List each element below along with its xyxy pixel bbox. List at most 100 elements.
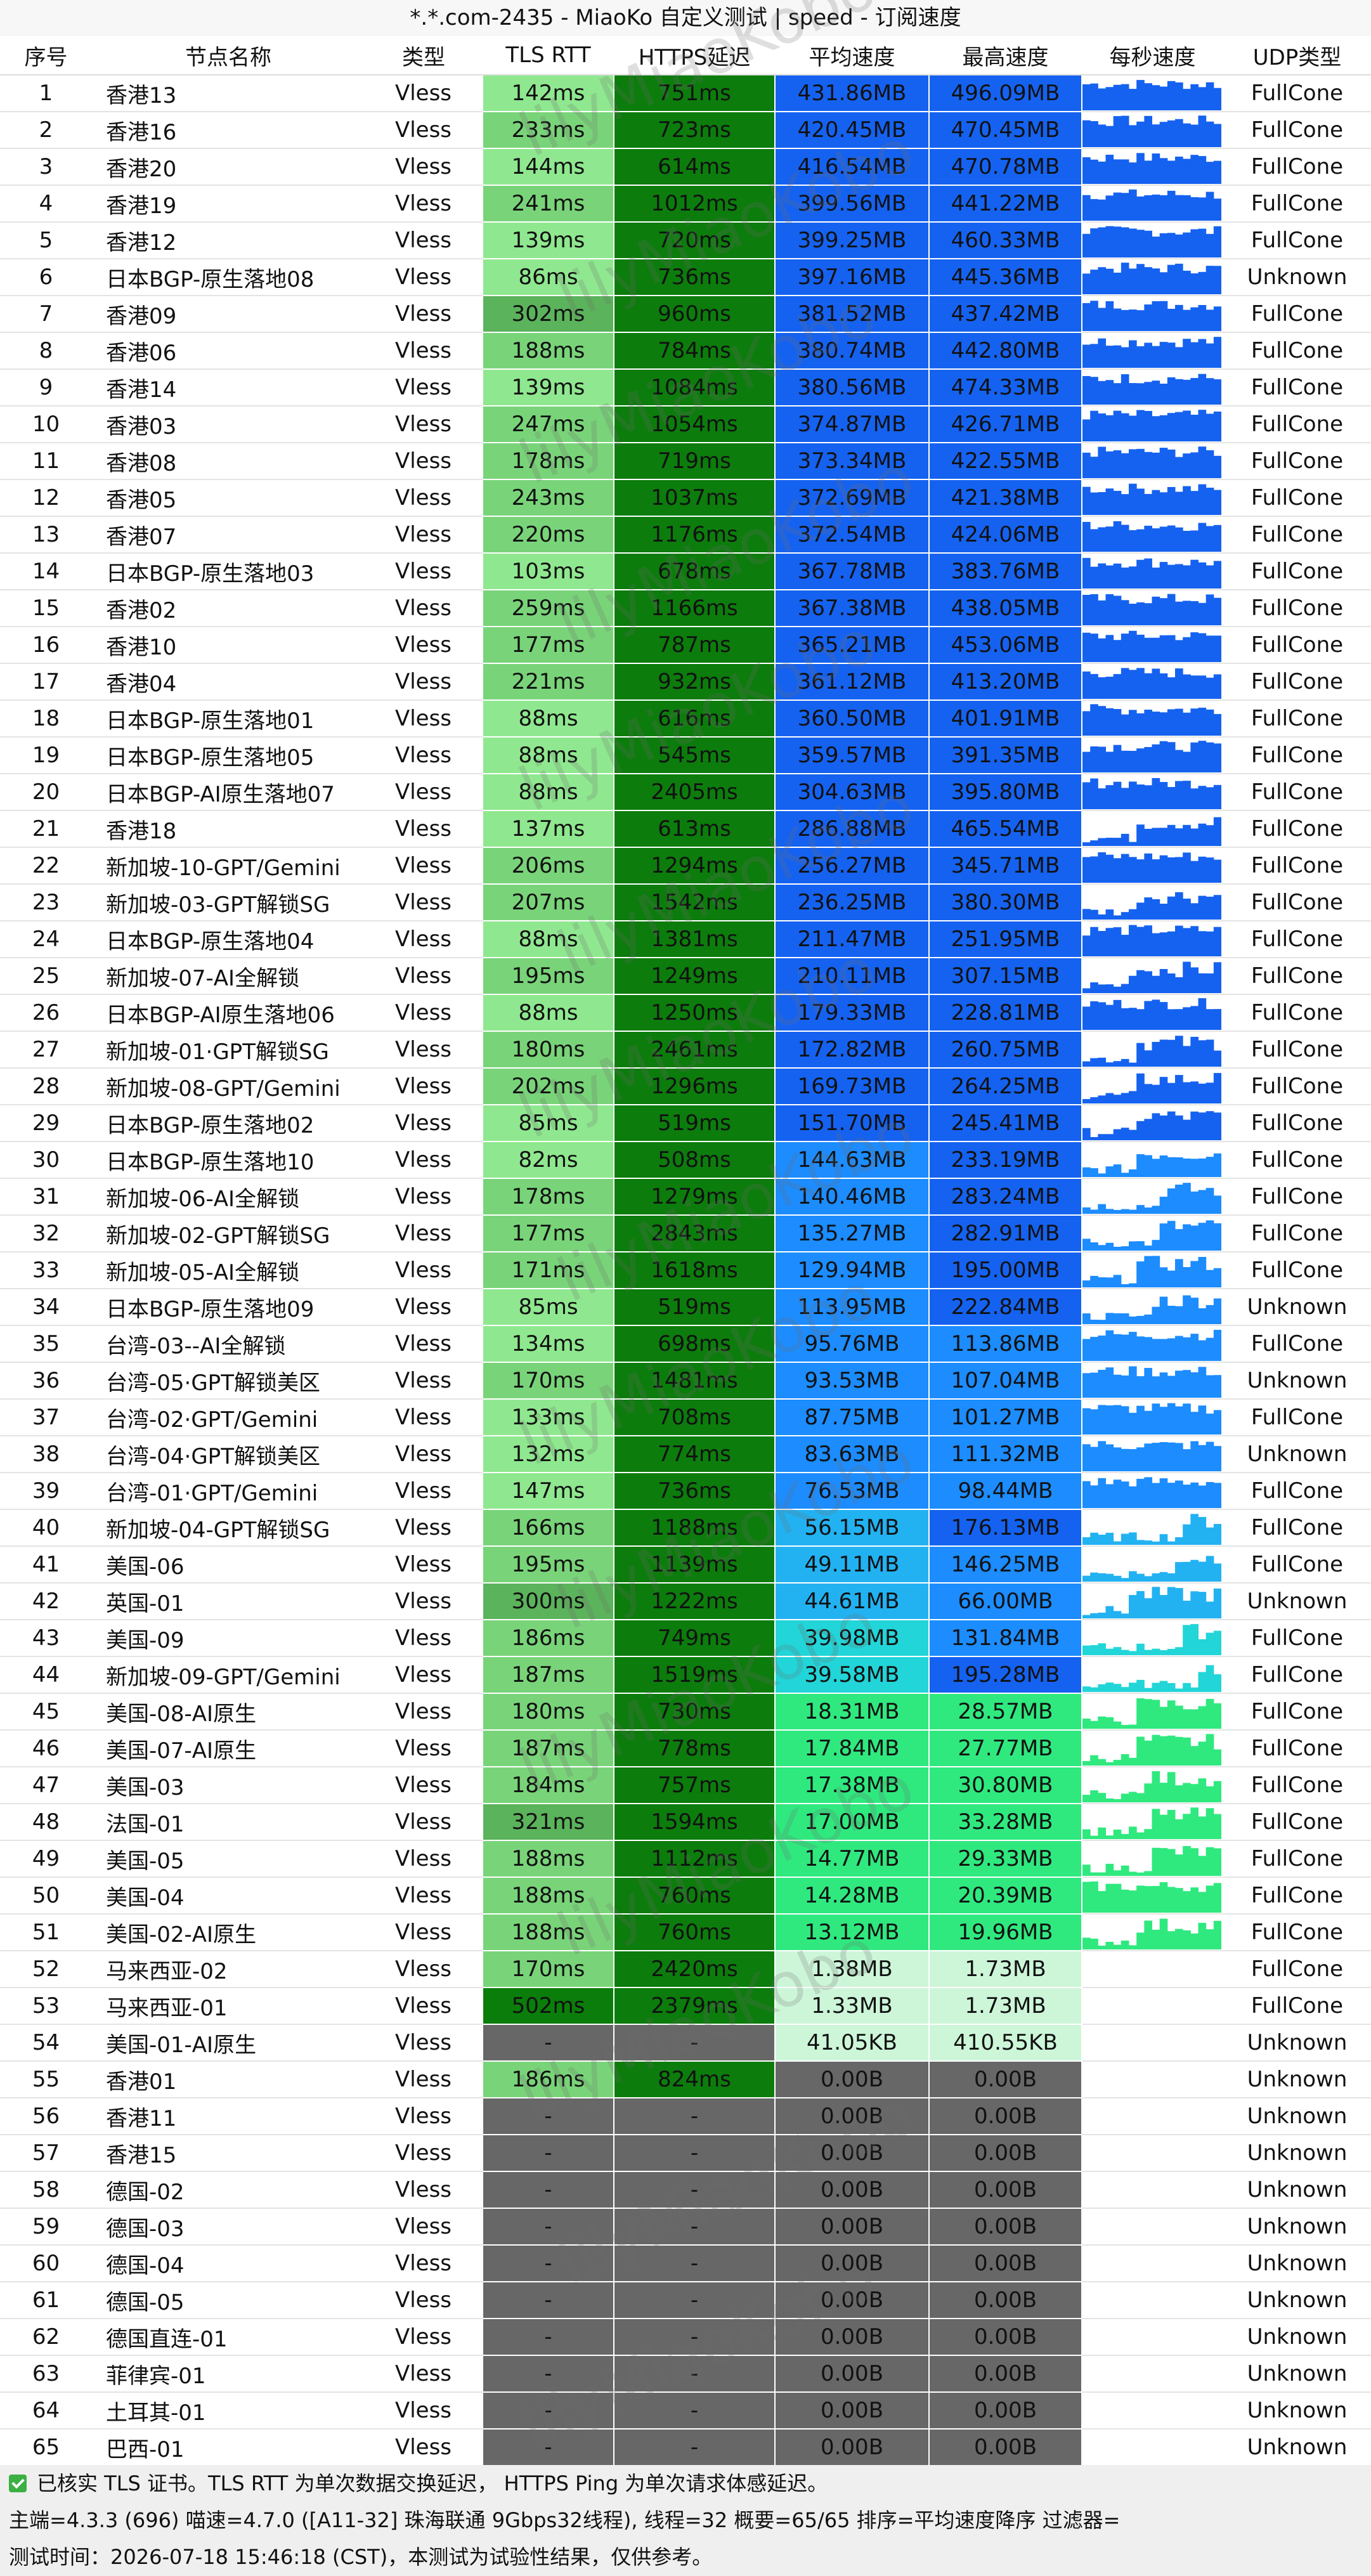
sparkline-bar [1090,1881,1098,1913]
row-number: 61 [0,2282,92,2319]
sparkline-bar [1152,828,1160,846]
sparkline-bar [1144,1699,1152,1729]
sparkline-bar [1113,745,1122,772]
sparkline-bar [1152,1682,1160,1692]
https-latency: 932ms [613,663,776,701]
avg-speed: 381.52MB [774,295,930,333]
sparkline-bar [1090,457,1098,478]
sparkline-bar [1113,781,1122,809]
sparkline-bar [1105,1717,1114,1729]
sparkline-bar [1098,563,1106,589]
sparkline [1082,1807,1221,1839]
sparkline-bar [1113,1480,1122,1508]
sparkline-bar [1175,263,1183,294]
sparkline [1082,301,1221,331]
sparkline-bar [1213,1268,1221,1287]
node-name: 香港09 [92,296,365,333]
https-latency: 2405ms [613,773,776,811]
sparkline-bar [1144,673,1152,699]
table-row: 48 法国-01 Vless 321ms 1594ms 17.00MB 33.28MB Ful… [0,1803,1371,1841]
sparkline-bar [1198,1639,1207,1655]
sparkline-bar [1152,452,1160,478]
sparkline-bar [1175,1157,1183,1177]
sparkline-bar [1144,558,1152,589]
sparkline-bar [1152,528,1160,552]
avg-speed: 373.34MB [774,442,930,480]
node-name: 美国-06 [92,1546,365,1584]
sparkline-bar [1198,228,1207,257]
node-name: 新加坡-04-GPT解锁SG [92,1509,365,1547]
sparkline-bar [1190,903,1199,920]
sparkline-bar [1136,927,1145,956]
sparkline-bar [1121,1613,1129,1618]
sparkline-bar [1090,159,1098,184]
sparkline-bar [1198,1405,1207,1434]
sparkline-cell [1082,1068,1223,1105]
sparkline-bar [1159,122,1168,147]
sparkline-bar [1190,124,1199,147]
sparkline-bar [1090,120,1098,147]
node-name: 香港03 [92,406,365,443]
sparkline-bar [1213,1153,1221,1177]
tls-rtt: 188ms [482,332,614,370]
node-type: Vless [365,75,483,112]
node-type: Vless [365,1656,483,1694]
max-speed: 29.33MB [928,1840,1082,1878]
sparkline-bar [1183,1930,1191,1949]
sparkline-bar [1159,673,1168,699]
sparkline-bar [1183,781,1191,809]
sparkline-bar [1113,838,1122,846]
sparkline-bar [1136,410,1145,441]
sparkline-bar [1144,115,1152,147]
node-type: Vless [365,590,483,627]
sparkline-bar [1105,1863,1114,1876]
sparkline-bar [1121,1173,1129,1177]
sparkline-bar [1198,675,1207,699]
sparkline-bar [1121,374,1129,405]
sparkline-bar [1175,1370,1183,1398]
sparkline-bar [1213,962,1221,993]
sparkline-bar [1198,523,1207,552]
sparkline-bar [1090,1447,1098,1471]
sparkline-bar [1205,343,1214,368]
sparkline-bar [1175,1705,1183,1729]
sparkline-bar [1183,453,1191,478]
sparkline-cell [1082,2355,1223,2393]
sparkline-bar [1159,1267,1168,1287]
max-speed: 0.00B [928,2428,1082,2466]
sparkline-bar [1159,301,1168,331]
node-name: 香港12 [92,222,365,259]
sparkline-bar [1183,486,1191,515]
tls-rtt: - [482,2097,614,2135]
sparkline-bar [1113,308,1122,331]
node-type: Vless [365,1767,483,1804]
column-header: 每秒速度 [1082,36,1223,75]
sparkline-bar [1205,1270,1214,1287]
sparkline-bar [1213,635,1221,662]
sparkline-bar [1205,1039,1214,1067]
sparkline-bar [1175,1480,1183,1508]
max-speed: 98.44MB [928,1472,1082,1510]
sparkline-bar [1121,935,1129,956]
sparkline-bar [1121,668,1129,699]
sparkline-bar [1205,1929,1214,1949]
row-number: 39 [0,1473,92,1510]
table-row: 7 香港09 Vless 302ms 960ms 381.52MB 437.42MB Full… [0,295,1371,333]
sparkline-bar [1098,706,1106,736]
avg-speed: 13.12MB [774,1913,930,1951]
avg-speed: 0.00B [774,2097,930,2135]
sparkline-bar [1159,1077,1168,1103]
sparkline-bar [1136,488,1145,515]
sparkline-bar [1167,1083,1176,1103]
sparkline-bar [1205,1847,1214,1876]
sparkline-bar [1082,1099,1091,1103]
max-speed: 395.80MB [928,773,1082,811]
sparkline-bar [1198,1223,1207,1251]
sparkline-bar [1113,1275,1122,1287]
sparkline-bar [1190,307,1199,331]
sparkline-cell [1082,1546,1223,1584]
sparkline-bar [1190,342,1199,368]
sparkline-bar [1105,1606,1114,1618]
max-speed: 0.00B [928,2134,1082,2172]
sparkline-bar [1159,1039,1168,1067]
